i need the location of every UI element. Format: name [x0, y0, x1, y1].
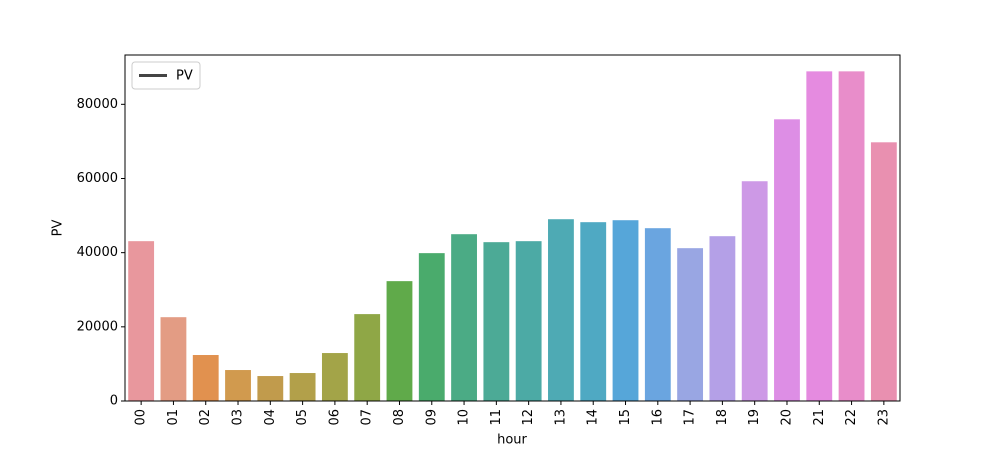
bar [838, 71, 865, 401]
x-tick-label: 09 [424, 409, 439, 426]
bar [774, 119, 800, 402]
x-tick-label: 04 [263, 409, 278, 426]
x-tick-label: 18 [715, 409, 730, 426]
x-tick-label: 01 [166, 409, 181, 426]
bar [160, 317, 187, 401]
x-tick-label: 12 [521, 409, 536, 426]
x-tick-label: 23 [876, 409, 891, 426]
bar [741, 181, 768, 401]
bar [806, 71, 833, 401]
bar [515, 241, 542, 401]
bar [677, 248, 704, 401]
x-tick-label: 03 [231, 409, 246, 426]
y-tick-label: 0 [110, 394, 118, 409]
bar [257, 376, 284, 401]
x-tick-label: 02 [198, 409, 213, 426]
y-tick-label: 40000 [77, 245, 118, 260]
bar [548, 219, 574, 401]
x-tick-label: 17 [683, 409, 698, 426]
bar [580, 222, 607, 401]
x-tick-label: 10 [457, 409, 472, 426]
bar [386, 281, 413, 401]
bar [612, 220, 639, 401]
x-tick-label: 15 [618, 409, 633, 426]
x-tick-label: 00 [134, 409, 149, 426]
x-tick-label: 20 [779, 409, 794, 426]
x-tick-label: 22 [844, 409, 859, 426]
bar [418, 253, 445, 401]
x-tick-label: 07 [360, 409, 375, 426]
bar [354, 314, 381, 401]
x-tick-label: 13 [553, 409, 568, 426]
x-tick-label: 05 [295, 409, 310, 426]
x-tick-label: 06 [327, 409, 342, 426]
x-tick-label: 08 [392, 409, 407, 426]
x-tick-label: 11 [489, 409, 504, 426]
bar [644, 228, 671, 401]
bar [289, 373, 316, 401]
y-tick-label: 60000 [77, 171, 118, 186]
y-tick-label: 20000 [77, 319, 118, 334]
x-tick-label: 21 [812, 409, 827, 426]
x-tick-label: 16 [650, 409, 665, 426]
y-tick-label: 80000 [77, 97, 118, 112]
bar [451, 234, 477, 401]
x-axis-label: hour [497, 433, 527, 448]
bar [483, 242, 510, 401]
plot-frame [124, 54, 901, 402]
y-axis-label: PV [51, 220, 66, 237]
bar [192, 355, 219, 401]
bar [225, 370, 251, 401]
bar [128, 241, 155, 401]
x-tick-label: 19 [747, 409, 762, 426]
x-tick-label: 14 [586, 409, 601, 426]
bar [709, 236, 736, 401]
bar [321, 353, 348, 401]
legend-label: PV [176, 69, 193, 84]
bar [870, 142, 897, 402]
